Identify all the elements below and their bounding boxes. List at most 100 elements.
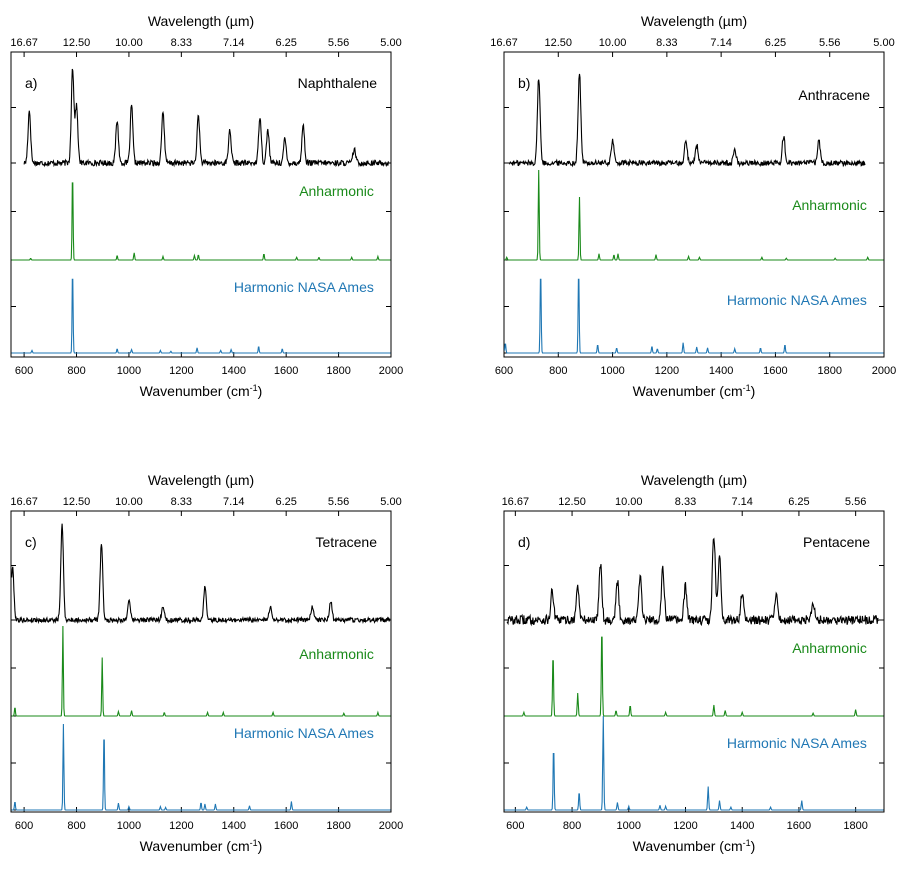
top-tick-label: 8.33	[171, 37, 192, 49]
top-tick-label: 5.56	[328, 37, 349, 49]
plot-frame	[503, 510, 885, 813]
plot-frame	[10, 510, 392, 813]
x-tick-label: 800	[67, 365, 85, 377]
x-axis-title: Wavenumber (cm-1)	[633, 838, 756, 854]
harmonic-trace	[504, 715, 884, 811]
x-tick-label: 1600	[763, 365, 787, 377]
molecule-name: Pentacene	[803, 534, 870, 550]
top-tick-label: 6.25	[275, 37, 296, 49]
x-tick-label: 2000	[379, 365, 403, 377]
x-tick-label: 1200	[655, 365, 679, 377]
top-tick-label: 7.14	[223, 37, 244, 49]
harmonic-label: Harmonic NASA Ames	[234, 279, 374, 295]
top-tick-label: 12.50	[63, 37, 91, 49]
panel-anthracene: 600 800 1000 1200 1400 1600 1800 2000 16.67 12.50…	[490, 13, 896, 399]
x-tick-label: 1200	[169, 820, 193, 832]
top-tick-label: 7.14	[223, 496, 244, 508]
experiment-trace	[23, 68, 389, 168]
top-tick-label: 6.25	[275, 496, 296, 508]
top-axis-title: Wavelength (µm)	[641, 472, 747, 488]
top-tick-label: 12.50	[63, 496, 91, 508]
top-tick-label: 6.25	[765, 37, 786, 49]
x-axis-title: Wavenumber (cm-1)	[140, 838, 263, 854]
x-tick-label: 800	[67, 820, 85, 832]
top-tick-label: 8.33	[675, 496, 696, 508]
x-tick-label: 600	[506, 820, 524, 832]
anharmonic-trace	[11, 182, 391, 261]
plot-frame	[503, 51, 885, 358]
top-tick-label: 5.56	[328, 496, 349, 508]
x-tick-label: 1600	[274, 820, 298, 832]
molecule-name: Tetracene	[316, 534, 378, 550]
x-tick-label: 2000	[379, 820, 403, 832]
x-tick-label: 600	[15, 365, 33, 377]
panel-tetracene: 600 800 1000 1200 1400 1600 1800 2000 16.67 12.50…	[10, 472, 403, 854]
x-tick-label: 1800	[817, 365, 841, 377]
x-tick-label: 1800	[843, 820, 867, 832]
x-tick-label: 1000	[600, 365, 624, 377]
x-tick-label: 1400	[222, 365, 246, 377]
anharmonic-label: Anharmonic	[792, 197, 867, 213]
panel-pentacene: 600 800 1000 1200 1400 1600 1800 16.67 12.50 10.0…	[502, 472, 885, 854]
x-tick-label: 1000	[117, 365, 141, 377]
top-tick-label: 12.50	[558, 496, 586, 508]
top-tick-label: 16.67	[502, 496, 530, 508]
x-tick-label: 600	[495, 365, 513, 377]
top-tick-label: 12.50	[545, 37, 573, 49]
anharmonic-trace	[11, 625, 391, 717]
x-axis-title: Wavenumber (cm-1)	[633, 383, 756, 399]
x-tick-label: 1800	[326, 820, 350, 832]
top-tick-label: 8.33	[171, 496, 192, 508]
top-tick-label: 10.00	[599, 37, 627, 49]
harmonic-trace	[11, 278, 391, 354]
anharmonic-trace	[504, 169, 884, 261]
top-tick-label: 7.14	[710, 37, 731, 49]
top-tick-label: 5.00	[873, 37, 894, 49]
panel-label: a)	[25, 75, 37, 91]
anharmonic-label: Anharmonic	[299, 646, 374, 662]
x-tick-label: 1800	[326, 365, 350, 377]
x-tick-label: 1600	[274, 365, 298, 377]
harmonic-label: Harmonic NASA Ames	[727, 735, 867, 751]
x-tick-label: 1000	[117, 820, 141, 832]
top-tick-label: 10.00	[615, 496, 643, 508]
x-tick-label: 1000	[617, 820, 641, 832]
x-tick-label: 600	[15, 820, 33, 832]
anharmonic-trace	[504, 636, 884, 717]
top-tick-label: 5.56	[845, 496, 866, 508]
top-tick-label: 16.67	[10, 37, 38, 49]
top-axis-title: Wavelength (µm)	[148, 472, 254, 488]
anharmonic-label: Anharmonic	[792, 640, 867, 656]
top-tick-label: 5.56	[819, 37, 840, 49]
x-tick-label: 1400	[709, 365, 733, 377]
top-tick-label: 10.00	[115, 496, 143, 508]
top-axis-title: Wavelength (µm)	[641, 13, 747, 29]
x-axis-title: Wavenumber (cm-1)	[140, 383, 263, 399]
plot-frame	[10, 51, 392, 358]
experiment-trace	[506, 537, 879, 627]
top-tick-label: 7.14	[731, 496, 752, 508]
molecule-name: Naphthalene	[298, 75, 378, 91]
panel-label: c)	[25, 534, 37, 550]
harmonic-label: Harmonic NASA Ames	[234, 725, 374, 741]
top-tick-label: 10.00	[115, 37, 143, 49]
x-tick-label: 1400	[730, 820, 754, 832]
x-tick-label: 1200	[673, 820, 697, 832]
top-tick-label: 5.00	[380, 37, 401, 49]
harmonic-label: Harmonic NASA Ames	[727, 292, 867, 308]
x-tick-label: 1600	[787, 820, 811, 832]
panel-naphthalene: 600 800 1000 1200 1400 1600 1800 2000 16.67 12.50…	[10, 13, 403, 399]
top-tick-label: 16.67	[490, 37, 518, 49]
harmonic-trace	[11, 723, 391, 811]
top-tick-label: 5.00	[380, 496, 401, 508]
x-tick-label: 1400	[222, 820, 246, 832]
x-tick-label: 800	[549, 365, 567, 377]
x-tick-label: 2000	[872, 365, 896, 377]
top-tick-label: 6.25	[788, 496, 809, 508]
anharmonic-label: Anharmonic	[299, 183, 374, 199]
panel-label: d)	[518, 534, 530, 550]
top-tick-label: 16.67	[10, 496, 38, 508]
top-axis-title: Wavelength (µm)	[148, 13, 254, 29]
panel-label: b)	[518, 75, 530, 91]
